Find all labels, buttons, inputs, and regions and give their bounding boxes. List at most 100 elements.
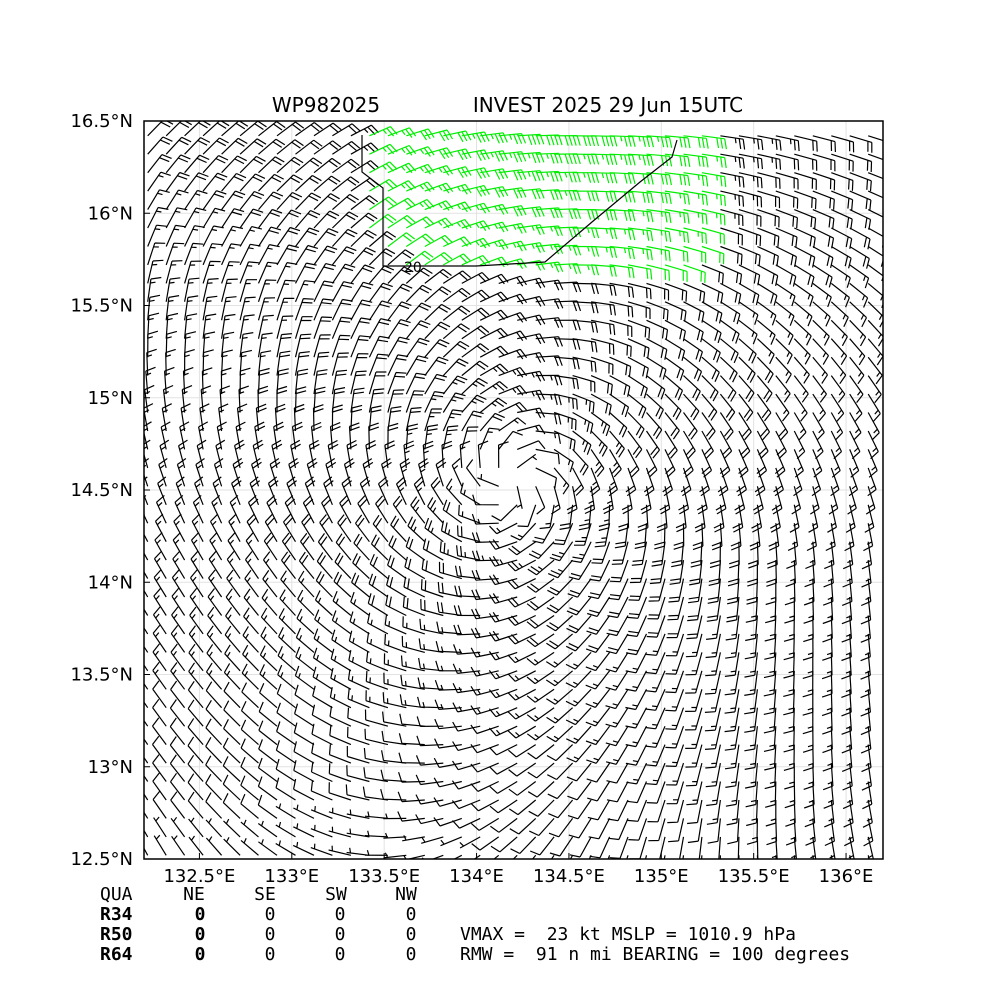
wind-barb — [849, 153, 873, 173]
wind-barb — [793, 449, 804, 478]
wind-barb — [294, 333, 312, 358]
wind-barb — [184, 295, 199, 321]
wind-barb — [144, 719, 149, 727]
wind-barb — [591, 264, 617, 277]
wind-barb — [548, 799, 574, 819]
wind-barb — [756, 375, 773, 403]
wind-barb — [295, 174, 322, 192]
wind-barb — [665, 744, 685, 767]
wind-barb — [831, 227, 853, 249]
wind-barb — [849, 412, 862, 441]
wind-barb — [867, 153, 883, 161]
wind-barb — [249, 476, 261, 506]
wind-barb — [405, 337, 430, 358]
wind-barb — [784, 596, 795, 624]
wind-barb — [649, 559, 666, 585]
wind-barb — [170, 816, 186, 838]
wind-barb — [399, 458, 411, 487]
wind-barb — [744, 652, 758, 678]
wind-barb — [355, 514, 370, 543]
wind-barb — [345, 784, 370, 801]
wind-barb — [804, 560, 815, 588]
wind-barb — [860, 615, 871, 643]
wind-barb — [173, 513, 186, 542]
wind-barb — [330, 648, 352, 672]
wind-barb — [701, 393, 718, 421]
wind-barb — [627, 172, 654, 185]
wind-barb — [402, 596, 426, 617]
wind-barb — [687, 799, 703, 825]
wind-barb — [350, 335, 370, 358]
wind-barb — [507, 670, 536, 682]
wind-barb — [643, 467, 655, 497]
wind-barb — [646, 633, 666, 656]
wind-barb — [470, 666, 499, 677]
wind-barb — [350, 387, 365, 413]
wind-barb — [262, 570, 278, 598]
wind-barb — [554, 153, 581, 165]
wind-barb — [720, 319, 740, 344]
wind-barb — [366, 651, 389, 672]
wind-barb — [805, 541, 816, 570]
wind-barb — [351, 572, 370, 598]
row-label-r50: R50 — [100, 924, 133, 945]
wind-barb — [688, 578, 703, 604]
wind-barb — [645, 744, 666, 767]
wind-barb — [424, 182, 454, 194]
wind-barb — [627, 319, 651, 339]
wind-barb — [286, 476, 297, 506]
wind-barb — [387, 283, 413, 303]
wind-barb — [842, 763, 853, 791]
wind-barb — [387, 249, 415, 266]
wind-barb — [171, 835, 186, 856]
wind-barb — [793, 338, 811, 365]
wind-barb — [867, 172, 883, 180]
wind-barb — [572, 301, 599, 314]
wind-barb — [434, 718, 462, 730]
wind-barb — [417, 677, 444, 690]
wind-barb — [442, 358, 469, 377]
wind-barb — [461, 426, 479, 450]
wind-barb — [261, 588, 278, 616]
wind-barb — [165, 242, 185, 266]
wind-barb — [169, 736, 186, 764]
wind-barb — [627, 449, 640, 478]
wind-barb — [331, 629, 352, 653]
wind-barb — [664, 209, 690, 224]
wind-barb — [627, 245, 653, 261]
wind-barb — [746, 799, 758, 827]
wind-barb — [350, 281, 374, 303]
wind-barb — [738, 190, 763, 208]
wind-barb — [526, 688, 555, 703]
wind-barb — [507, 633, 536, 645]
wind-barb — [243, 607, 259, 635]
wind-barb — [369, 126, 398, 137]
wind-barb — [508, 541, 537, 556]
wind-barb — [258, 839, 278, 856]
wind-barb — [257, 332, 273, 358]
wind-barb — [701, 264, 724, 284]
wind-barb — [831, 190, 854, 211]
wind-barb — [646, 615, 666, 638]
wind-barb — [683, 338, 703, 362]
wind-barb — [720, 172, 745, 188]
wind-barb — [867, 264, 883, 289]
wind-barb — [673, 523, 685, 550]
wind-barb — [424, 517, 444, 543]
wind-barb — [331, 610, 352, 635]
wind-barb — [170, 772, 186, 801]
wind-barb — [812, 449, 823, 478]
wind-barb — [479, 412, 505, 432]
wind-barb — [830, 449, 841, 478]
wind-barb — [768, 523, 780, 551]
wind-barb — [152, 754, 167, 782]
wind-barb — [699, 467, 710, 497]
wind-barb — [609, 449, 622, 478]
wind-barb — [802, 633, 814, 661]
contour-20kt-line — [361, 135, 678, 267]
y-tick-label: 16.5°N — [70, 111, 133, 132]
wind-barb — [841, 726, 853, 754]
wind-barb — [424, 408, 442, 432]
wind-barb — [433, 777, 462, 788]
wind-barb — [390, 515, 407, 543]
